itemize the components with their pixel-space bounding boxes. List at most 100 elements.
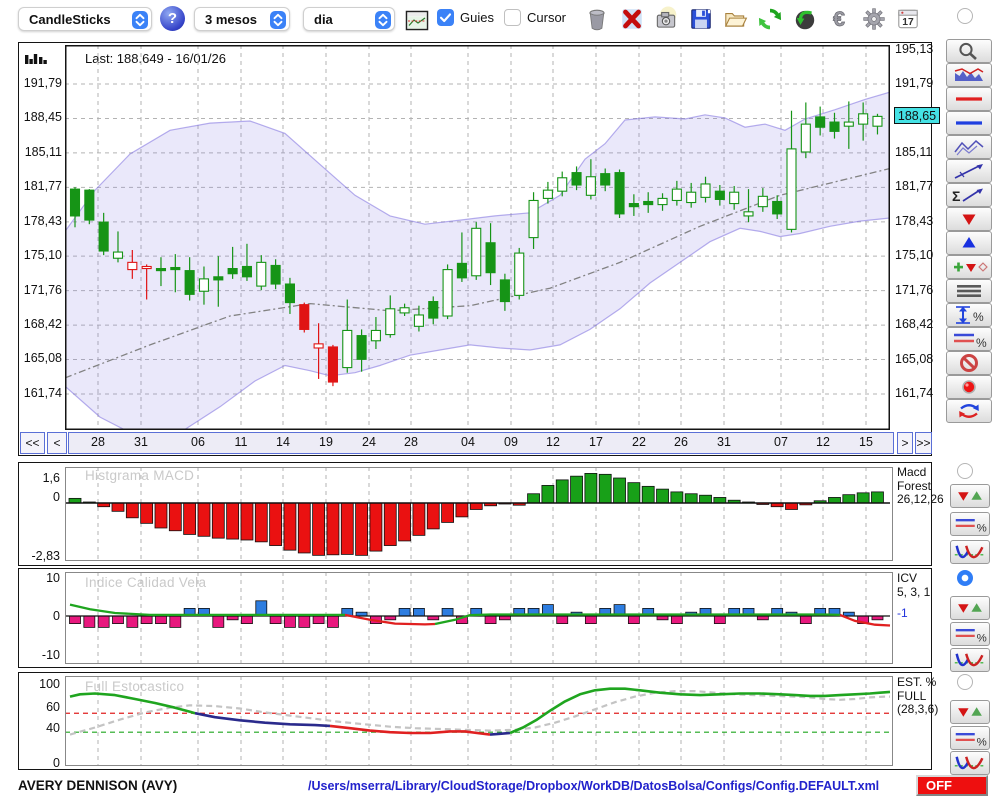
est-curve-fit-button[interactable]	[950, 751, 990, 775]
est-panel-radio[interactable]	[957, 674, 973, 690]
price-tick-right: 165,08	[895, 351, 934, 366]
signal-arrows-icon	[958, 603, 982, 613]
icv-bar-chart[interactable]	[65, 572, 893, 664]
open-folder-button[interactable]	[720, 4, 750, 34]
icv-signal-arrows-button[interactable]	[950, 596, 990, 620]
stoch-ytick: 100	[39, 677, 60, 691]
stochastic-chart[interactable]	[65, 676, 893, 766]
icv-ytick: -10	[41, 648, 60, 662]
price-tick-left: 185,11	[24, 144, 62, 159]
svg-text:%: %	[977, 633, 987, 644]
price-tick-left: 191,79	[23, 76, 62, 90]
checkbox-checked-icon	[437, 9, 454, 26]
help-button[interactable]: ?	[160, 6, 185, 31]
icv-ytick: 0	[53, 609, 60, 623]
icv-ytick: 10	[46, 571, 60, 585]
sell-arrow-icon	[962, 214, 976, 225]
price-tick-left: 178,43	[23, 213, 62, 228]
refresh-button[interactable]	[755, 4, 785, 34]
macd-ytick: 0	[53, 490, 60, 504]
candlestick-chart[interactable]	[65, 45, 890, 430]
zigzag-channel-button[interactable]	[946, 135, 992, 159]
svg-text:Σ: Σ	[952, 188, 960, 204]
red-level-line-button[interactable]	[946, 87, 992, 111]
est-signal-arrows-button[interactable]	[950, 700, 990, 724]
vertical-range-percent-icon: %	[956, 306, 984, 324]
calendar-button[interactable]: 17	[893, 4, 923, 34]
svg-text:%: %	[973, 310, 984, 324]
date-label: 19	[319, 435, 333, 449]
date-label: 12	[816, 435, 830, 449]
cursor-checkbox[interactable]: Cursor	[504, 9, 566, 26]
icv-levels-percent-button[interactable]: %	[950, 622, 990, 646]
blue-level-line-icon	[956, 121, 982, 125]
levels-percent-button[interactable]: %	[946, 327, 992, 351]
guies-label: Guies	[460, 10, 494, 25]
disable-drawings-button[interactable]	[946, 351, 992, 375]
scroll-back-button[interactable]: <	[47, 432, 67, 454]
mini-histogram-icon[interactable]	[24, 50, 48, 70]
date-label: 22	[632, 435, 646, 449]
trash-button[interactable]	[582, 4, 612, 34]
macd-params-label: Macd Forest 26,12,26	[897, 465, 944, 506]
settings-gear-button[interactable]	[859, 4, 889, 34]
icv-panel-radio[interactable]	[957, 570, 973, 586]
guies-checkbox[interactable]: Guies	[437, 9, 494, 26]
select-stepper-icon	[270, 10, 286, 29]
chart-type-select[interactable]: CandleSticks	[18, 7, 152, 31]
date-label: 07	[774, 435, 788, 449]
scroll-fast-back-button[interactable]: <<	[20, 432, 45, 454]
delete-cross-button[interactable]	[617, 4, 647, 34]
price-tick-right: 171,76	[895, 282, 934, 297]
macd-histogram-chart[interactable]	[65, 467, 893, 561]
timeframe-select[interactable]: dia	[303, 7, 395, 31]
icv-curve-fit-button[interactable]	[950, 648, 990, 672]
add-signal-marker-button[interactable]	[946, 255, 992, 279]
price-tick-left: 168,42	[23, 317, 62, 331]
icv-title: Indice Calidad Vela	[85, 575, 207, 590]
price-tick-left: 171,76	[23, 282, 62, 297]
main-chart-radio[interactable]	[957, 8, 973, 24]
price-tick-right: 178,43	[895, 213, 934, 228]
trash-icon	[589, 9, 605, 31]
blue-level-line-button[interactable]	[946, 111, 992, 135]
price-tick-left: 161,74	[23, 385, 62, 400]
zoom-tool-button[interactable]	[946, 39, 992, 63]
vertical-range-percent-button[interactable]: %	[946, 303, 992, 327]
euro-button[interactable]: €	[824, 4, 854, 34]
save-button[interactable]	[686, 4, 716, 34]
signal-arrows-icon	[958, 491, 982, 501]
price-tick-left: 175,10	[23, 248, 62, 263]
sync-refresh-button[interactable]	[946, 399, 992, 423]
trend-line-button[interactable]	[946, 159, 992, 183]
indicator-panel-button[interactable]	[946, 63, 992, 87]
snapshot-button[interactable]	[651, 4, 681, 34]
price-tick-right: 175,10	[895, 248, 934, 263]
scroll-forward-button[interactable]: >	[897, 432, 913, 454]
cursor-label: Cursor	[527, 10, 567, 25]
period-select[interactable]: 3 mesos	[194, 7, 290, 31]
record-point-button[interactable]	[946, 375, 992, 399]
chart-config-button[interactable]	[402, 6, 432, 36]
macd-signal-arrows-button[interactable]	[950, 484, 990, 508]
macd-panel-radio[interactable]	[957, 463, 973, 479]
undo-sync-button[interactable]	[790, 4, 820, 34]
macd-ytick: -2,83	[31, 549, 61, 563]
macd-ytick: 1,6	[42, 471, 60, 485]
refresh-icon	[758, 8, 782, 30]
price-tick-right: 185,11	[895, 144, 933, 159]
scroll-fast-forward-button[interactable]: >>	[915, 432, 932, 454]
macd-levels-percent-button[interactable]: %	[950, 512, 990, 536]
buy-arrow-button[interactable]	[946, 231, 992, 255]
est-levels-percent-button[interactable]: %	[950, 726, 990, 750]
symbol-name: AVERY DENNISON (AVY)	[18, 778, 178, 793]
sell-arrow-button[interactable]	[946, 207, 992, 231]
line-list-button[interactable]	[946, 279, 992, 303]
levels-percent-icon: %	[955, 629, 987, 644]
off-toggle-button[interactable]: OFF	[916, 775, 988, 796]
add-signal-marker-icon	[954, 262, 988, 272]
sum-trend-line-button[interactable]: Σ	[946, 183, 992, 207]
macd-curve-fit-button[interactable]	[950, 540, 990, 564]
date-label: 28	[404, 435, 418, 449]
